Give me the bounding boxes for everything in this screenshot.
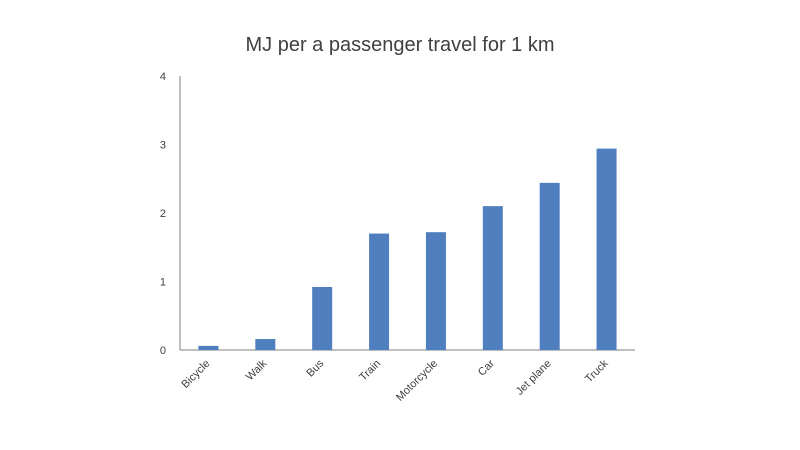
bar: [596, 148, 617, 350]
y-tick-label: 2: [160, 208, 166, 220]
y-tick-label: 1: [160, 277, 166, 289]
y-tick-label: 0: [160, 345, 166, 357]
bar: [369, 233, 390, 350]
bar: [539, 182, 560, 350]
bar: [255, 339, 276, 350]
x-tick-label: Truck: [583, 357, 611, 385]
x-tick-label: Car: [476, 357, 497, 378]
bar: [425, 232, 446, 350]
chart-title: MJ per a passenger travel for 1 km: [245, 34, 555, 56]
x-tick-label: Motorcycle: [394, 358, 440, 404]
x-tick-label: Train: [357, 358, 383, 384]
bar: [312, 286, 333, 350]
x-tick-label: Bus: [304, 357, 326, 379]
x-tick-label: Bicycle: [179, 358, 212, 391]
x-tick-label: Jet plane: [514, 358, 554, 398]
y-tick-label: 4: [160, 71, 166, 83]
x-tick-label: Walk: [244, 357, 270, 383]
y-tick-label: 3: [160, 140, 166, 152]
bar: [482, 206, 503, 350]
bar: [198, 345, 219, 350]
